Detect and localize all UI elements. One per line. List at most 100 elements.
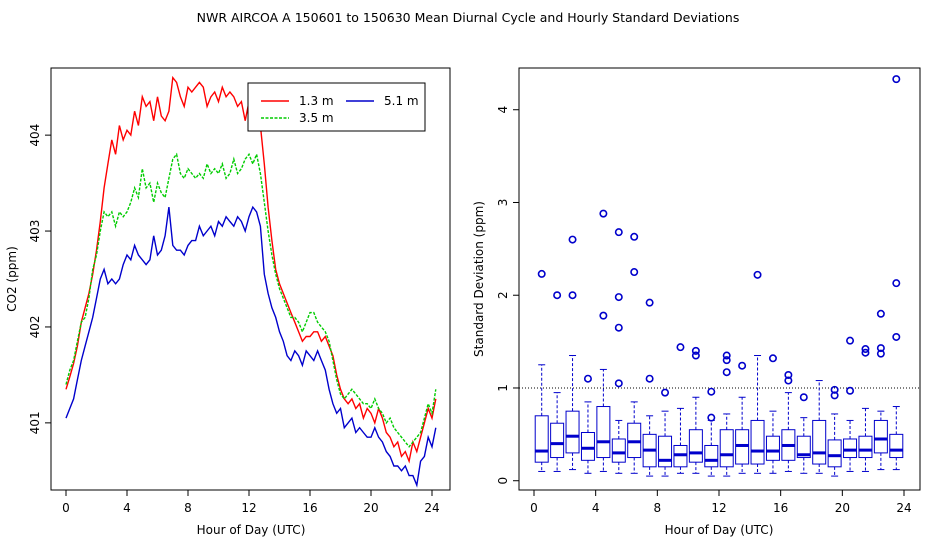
right-y-axis-label: Standard Deviation (ppm) (472, 201, 486, 357)
legend-label-5-1m: 5.1 m (384, 94, 419, 108)
boxplot-hour (550, 291, 565, 472)
boxplot-hour (812, 380, 827, 474)
outlier-point (614, 293, 623, 302)
boxplot-hour (627, 232, 642, 474)
iqr-box (812, 419, 827, 465)
boxplot-hour (688, 346, 703, 474)
boxplot-hour (596, 209, 611, 472)
left-x-tick-label: 12 (241, 501, 256, 515)
legend-box (247, 82, 426, 132)
left-y-axis-label: CO2 (ppm) (5, 246, 19, 312)
iqr-box (827, 439, 842, 468)
boxplot-hour (611, 228, 626, 474)
left-plot-frame (50, 67, 451, 491)
series-line-5-1-m (65, 205, 437, 488)
right-y-tick-label: 3 (496, 199, 510, 207)
outlier-point (876, 344, 885, 353)
iqr-box (580, 431, 595, 461)
outlier-point (861, 348, 870, 357)
outlier-point (614, 228, 623, 237)
iqr-box (565, 410, 580, 454)
boxplot-hour (827, 385, 842, 477)
series-line-3-5-m (65, 151, 437, 448)
outlier-point (691, 351, 700, 360)
outlier-point (645, 374, 654, 383)
boxplot-hour (658, 388, 673, 477)
right-x-tick-label: 20 (835, 501, 850, 515)
right-y-tick-label: 0 (496, 477, 510, 485)
left-y-tick-label: 404 (28, 124, 42, 147)
iqr-box (858, 435, 873, 459)
outlier-point (846, 386, 855, 395)
boxplot-hour (642, 298, 657, 477)
legend-label-3-5m: 3.5 m (299, 111, 334, 125)
right-x-tick-label: 12 (711, 501, 726, 515)
left-y-tick-label: 403 (28, 220, 42, 243)
left-x-tick-label: 20 (363, 501, 378, 515)
iqr-box (658, 435, 673, 468)
boxplot-hour (719, 351, 734, 477)
iqr-box (889, 433, 904, 459)
outlier-point (892, 332, 901, 341)
right-x-tick-label: 0 (530, 501, 538, 515)
boxplot-hour (843, 336, 858, 472)
outlier-point (876, 349, 885, 358)
iqr-box (796, 435, 811, 459)
boxplot-hour (889, 75, 904, 471)
right-x-tick-label: 16 (773, 501, 788, 515)
outlier-point (568, 291, 577, 300)
left-x-tick-label: 0 (62, 501, 70, 515)
boxplot-hour (704, 387, 719, 477)
iqr-box (704, 444, 719, 468)
outlier-point (892, 279, 901, 288)
left-x-axis: 0 4 8 12 16 20 24 (62, 490, 440, 515)
outlier-point (722, 356, 731, 365)
boxplot-hour (735, 361, 750, 474)
iqr-box (843, 438, 858, 459)
left-x-tick-label: 16 (302, 501, 317, 515)
outlier-point (768, 354, 777, 363)
outlier-point (846, 336, 855, 345)
iqr-box (873, 419, 888, 454)
boxplot-hour (673, 343, 688, 474)
legend-label-1-3m: 1.3 m (299, 94, 334, 108)
outlier-point (614, 379, 623, 388)
right-y-tick-label: 2 (496, 291, 510, 299)
right-x-tick-label: 8 (654, 501, 662, 515)
boxplot-hour (750, 270, 765, 474)
outlier-point (830, 391, 839, 400)
boxplot-hour (765, 354, 780, 474)
outlier-point (568, 235, 577, 244)
outlier-point (799, 393, 808, 402)
left-x-tick-label: 4 (123, 501, 131, 515)
iqr-box (765, 435, 780, 461)
outlier-point (537, 269, 546, 278)
outlier-point (676, 343, 685, 352)
left-y-tick-label: 401 (28, 411, 42, 434)
co2-diurnal-panel: 0 4 8 12 16 20 24 401 402 403 404 Hour of Day (UT… (5, 67, 451, 537)
outlier-point (830, 385, 839, 394)
right-x-tick-label: 4 (592, 501, 600, 515)
outlier-point (722, 368, 731, 377)
outlier-point (707, 387, 716, 396)
left-x-tick-label: 24 (424, 501, 439, 515)
left-x-axis-label: Hour of Day (UTC) (197, 523, 306, 537)
outlier-point (784, 376, 793, 385)
left-series-lines (65, 75, 437, 488)
iqr-box (719, 429, 734, 468)
boxplot-hour (858, 345, 873, 472)
figure-title: NWR AIRCOA A 150601 to 150630 Mean Diurn… (197, 10, 740, 25)
outlier-point (892, 75, 901, 84)
outlier-point (661, 388, 670, 397)
left-y-tick-label: 402 (28, 316, 42, 339)
outlier-point (707, 413, 716, 422)
boxplot-hour (781, 370, 796, 472)
right-y-axis: 0 1 2 3 4 (496, 106, 519, 485)
outlier-point (553, 291, 562, 300)
outlier-point (599, 209, 608, 218)
boxplot-hour (796, 393, 811, 474)
outlier-point (691, 346, 700, 355)
outlier-point (630, 268, 639, 277)
outlier-point (784, 370, 793, 379)
